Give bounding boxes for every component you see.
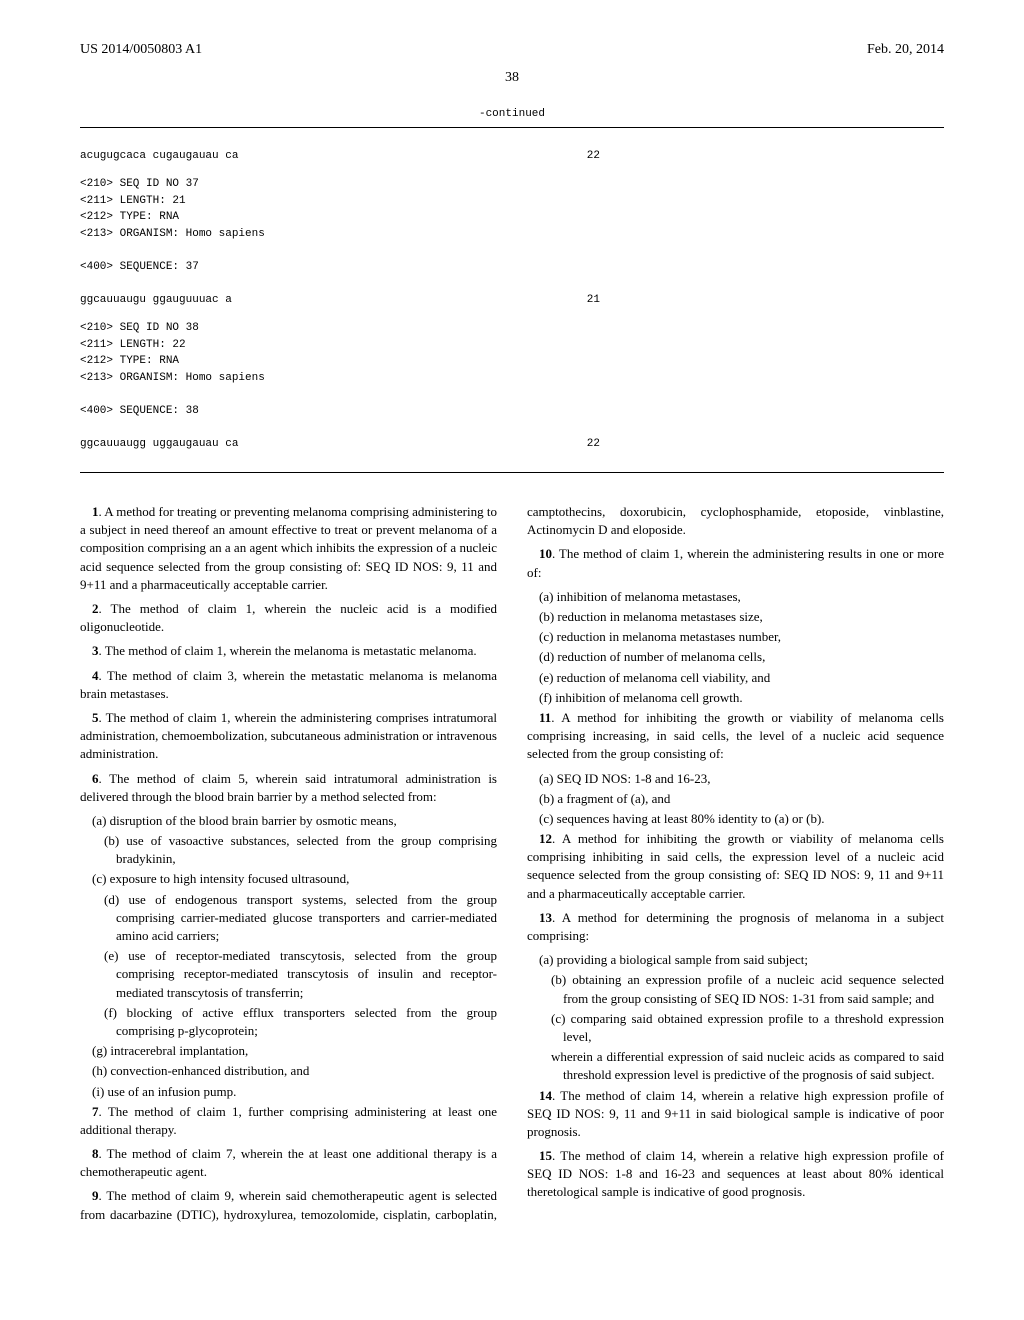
- sequence-text: acugugcaca cugaugauau ca: [80, 148, 238, 165]
- claim-sub: (b) obtaining an expression profile of a…: [563, 971, 944, 1007]
- claim-3: 3. The method of claim 1, wherein the me…: [80, 642, 497, 660]
- claim-sub: (a) providing a biological sample from s…: [551, 951, 944, 969]
- seq-meta: <212> TYPE: RNA: [80, 353, 944, 370]
- claim-text: . A method for treating or preventing me…: [80, 504, 497, 592]
- claim-sub: (d) use of endogenous transport systems,…: [116, 891, 497, 946]
- claim-sub: (b) reduction in melanoma metastases siz…: [551, 608, 944, 626]
- claim-sub: (c) exposure to high intensity focused u…: [104, 870, 497, 888]
- claim-sub: (a) SEQ ID NOS: 1-8 and 16-23,: [551, 770, 944, 788]
- seq-meta: <212> TYPE: RNA: [80, 209, 944, 226]
- sequence-length: 22: [587, 148, 600, 165]
- claims-section: 1. A method for treating or preventing m…: [80, 503, 944, 1224]
- claim-text: . The method of claim 7, wherein the at …: [80, 1146, 497, 1179]
- claim-6: 6. The method of claim 5, wherein said i…: [80, 770, 497, 806]
- seq-label: <400> SEQUENCE: 38: [80, 403, 944, 420]
- claim-text: . The method of claim 1, wherein the adm…: [527, 546, 944, 579]
- publication-date: Feb. 20, 2014: [867, 40, 944, 60]
- claim-sub: (c) comparing said obtained expression p…: [563, 1010, 944, 1046]
- seq-meta: <210> SEQ ID NO 37: [80, 176, 944, 193]
- sequence-length: 22: [587, 436, 600, 453]
- claim-2: 2. The method of claim 1, wherein the nu…: [80, 600, 497, 636]
- claim-text: . The method of claim 1, wherein the adm…: [80, 710, 497, 761]
- claim-number: 15: [539, 1148, 552, 1163]
- claim-text: . The method of claim 5, wherein said in…: [80, 771, 497, 804]
- claim-sub: (a) disruption of the blood brain barrie…: [104, 812, 497, 830]
- claim-text: . The method of claim 1, wherein the nuc…: [80, 601, 497, 634]
- claim-10: 10. The method of claim 1, wherein the a…: [527, 545, 944, 581]
- seq-meta: <211> LENGTH: 21: [80, 193, 944, 210]
- claim-sub: (e) use of receptor-mediated transcytosi…: [116, 947, 497, 1002]
- claim-number: 14: [539, 1088, 552, 1103]
- claim-number: 11: [539, 710, 551, 725]
- claim-text: . A method for inhibiting the growth or …: [527, 710, 944, 761]
- claim-4: 4. The method of claim 3, wherein the me…: [80, 667, 497, 703]
- claim-11: 11. A method for inhibiting the growth o…: [527, 709, 944, 764]
- claim-15: 15. The method of claim 14, wherein a re…: [527, 1147, 944, 1202]
- claim-sub: (d) reduction of number of melanoma cell…: [551, 648, 944, 666]
- claim-sub: (c) sequences having at least 80% identi…: [551, 810, 944, 828]
- claim-14: 14. The method of claim 14, wherein a re…: [527, 1087, 944, 1142]
- claim-text: . The method of claim 1, wherein the mel…: [99, 643, 477, 658]
- claim-number: 10: [539, 546, 552, 561]
- sequence-listing: acugugcaca cugaugauau ca 22 <210> SEQ ID…: [80, 127, 944, 474]
- claim-sub: (b) use of vasoactive substances, select…: [116, 832, 497, 868]
- page-header: US 2014/0050803 A1 Feb. 20, 2014: [80, 40, 944, 60]
- sequence-length: 21: [587, 292, 600, 309]
- sequence-text: ggcauuaugg uggaugauau ca: [80, 436, 238, 453]
- claim-text: . A method for inhibiting the growth or …: [527, 831, 944, 901]
- continued-label: -continued: [80, 107, 944, 122]
- claim-sub: (g) intracerebral implantation,: [104, 1042, 497, 1060]
- claim-12: 12. A method for inhibiting the growth o…: [527, 830, 944, 903]
- claim-sub: (c) reduction in melanoma metastases num…: [551, 628, 944, 646]
- sequence-text: ggcauuaugu ggauguuuac a: [80, 292, 232, 309]
- claim-text: . The method of claim 14, wherein a rela…: [527, 1148, 944, 1199]
- claim-sub: (f) inhibition of melanoma cell growth.: [551, 689, 944, 707]
- claim-7: 7. The method of claim 1, further compri…: [80, 1103, 497, 1139]
- claim-text: . The method of claim 1, further compris…: [80, 1104, 497, 1137]
- seq-label: <400> SEQUENCE: 37: [80, 259, 944, 276]
- seq-meta: <211> LENGTH: 22: [80, 337, 944, 354]
- claim-8: 8. The method of claim 7, wherein the at…: [80, 1145, 497, 1181]
- claim-sub: (b) a fragment of (a), and: [551, 790, 944, 808]
- claim-text: . The method of claim 3, wherein the met…: [80, 668, 497, 701]
- claim-sub: (i) use of an infusion pump.: [104, 1083, 497, 1101]
- claim-sub: (h) convection-enhanced distribution, an…: [104, 1062, 497, 1080]
- claim-13: 13. A method for determining the prognos…: [527, 909, 944, 945]
- claim-number: 12: [539, 831, 552, 846]
- seq-meta: <210> SEQ ID NO 38: [80, 320, 944, 337]
- seq-meta: <213> ORGANISM: Homo sapiens: [80, 370, 944, 387]
- claim-number: 13: [539, 910, 552, 925]
- claim-sub: (a) inhibition of melanoma metastases,: [551, 588, 944, 606]
- page-number: 38: [80, 68, 944, 88]
- claim-sub: (f) blocking of active efflux transporte…: [116, 1004, 497, 1040]
- claim-sub: (e) reduction of melanoma cell viability…: [551, 669, 944, 687]
- seq-meta: <213> ORGANISM: Homo sapiens: [80, 226, 944, 243]
- claim-sub: wherein a differential expression of sai…: [563, 1048, 944, 1084]
- claim-5: 5. The method of claim 1, wherein the ad…: [80, 709, 497, 764]
- claim-1: 1. A method for treating or preventing m…: [80, 503, 497, 594]
- publication-number: US 2014/0050803 A1: [80, 40, 202, 60]
- claim-text: . The method of claim 14, wherein a rela…: [527, 1088, 944, 1139]
- claim-text: . A method for determining the prognosis…: [527, 910, 944, 943]
